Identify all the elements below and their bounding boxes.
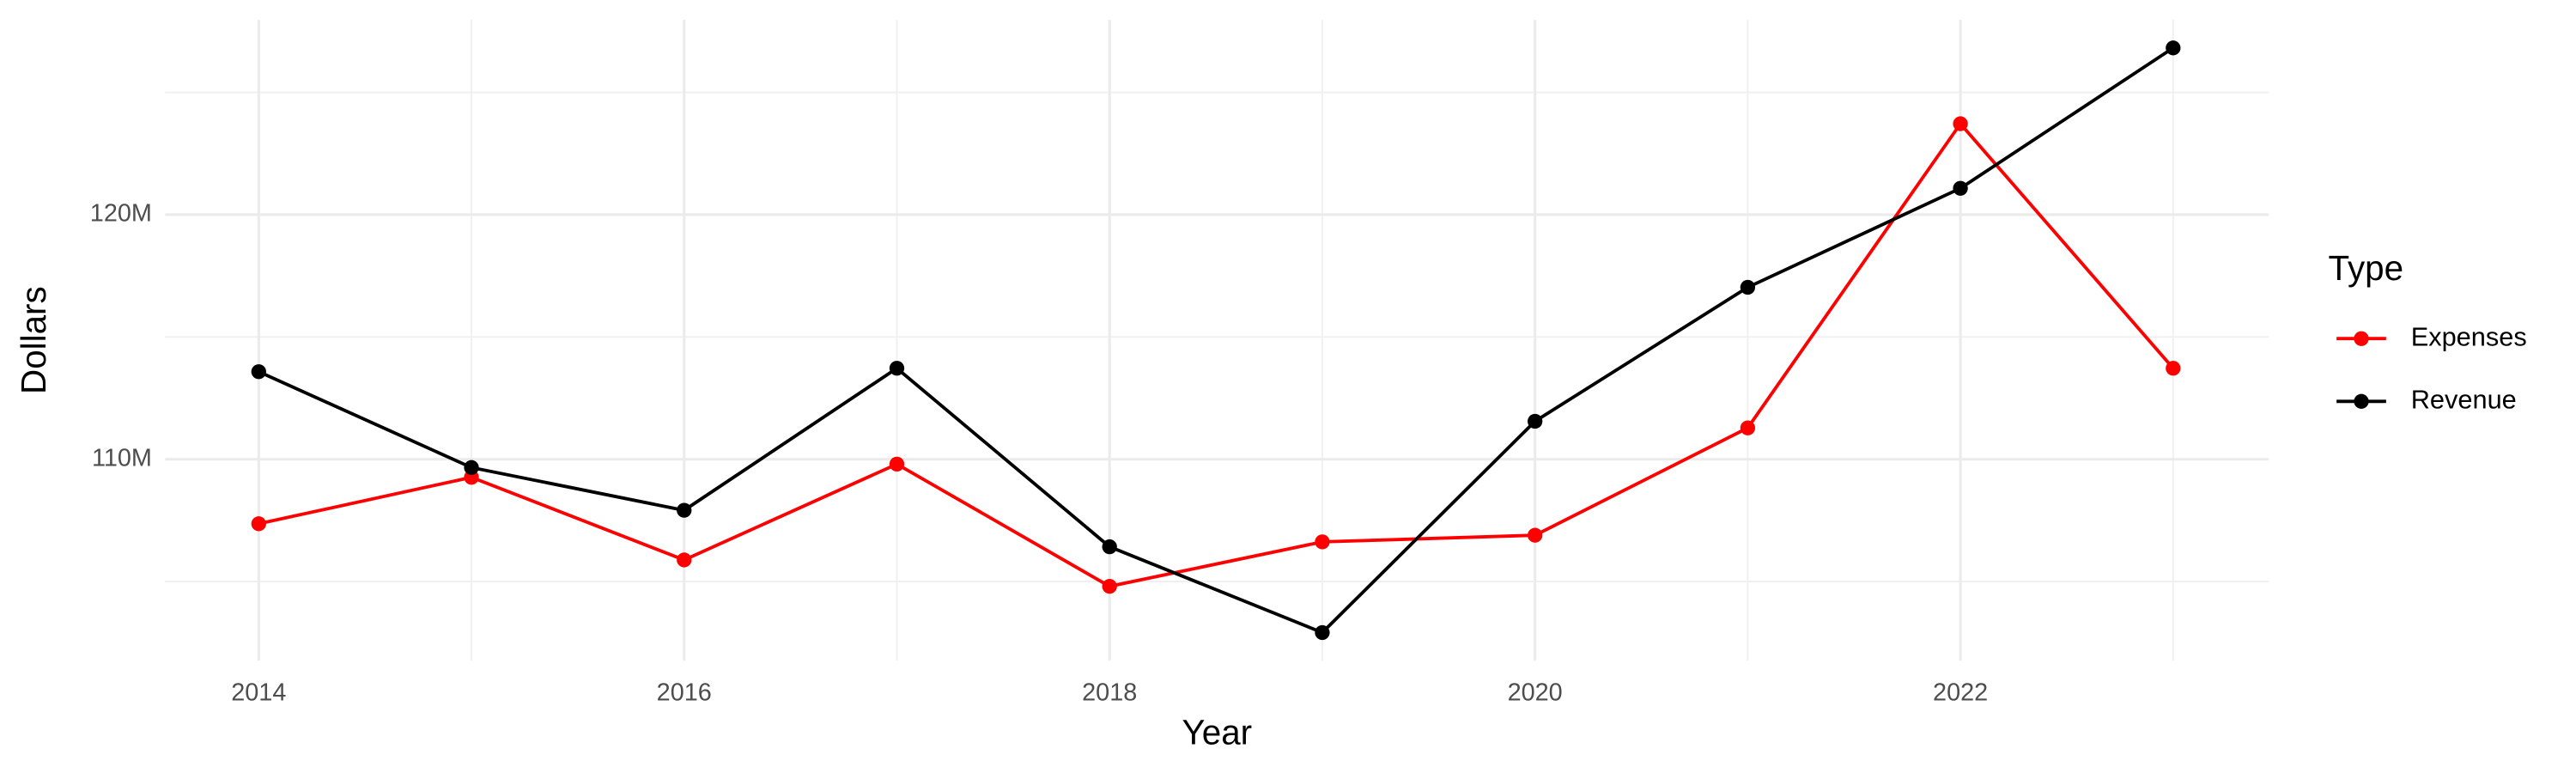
y-tick-label: 110M	[92, 444, 152, 472]
legend-marker	[2354, 393, 2369, 409]
data-point	[889, 456, 905, 472]
x-tick-label: 2022	[1933, 679, 1988, 706]
data-point	[677, 502, 692, 518]
x-axis-title: Year	[1182, 712, 1253, 752]
y-axis-title: Dollars	[14, 286, 53, 394]
data-point	[1315, 534, 1330, 550]
y-tick-label: 120M	[90, 200, 152, 228]
series-line	[258, 120, 2175, 588]
data-point	[677, 552, 692, 568]
data-point	[1953, 116, 1968, 131]
legend-title: Type	[2329, 248, 2404, 288]
data-point	[251, 516, 266, 532]
data-point	[1740, 420, 1756, 435]
grid	[165, 20, 2269, 661]
series-line	[258, 46, 2174, 635]
data-point	[1102, 539, 1117, 555]
legend-marker	[2354, 331, 2369, 346]
legend-label: Expenses	[2411, 321, 2527, 351]
data-point	[464, 460, 479, 475]
data-point	[2166, 40, 2181, 56]
data-point	[1315, 624, 1330, 641]
data-point	[251, 364, 266, 380]
data-point	[2166, 361, 2181, 376]
x-tick-label: 2020	[1508, 679, 1563, 706]
x-tick-label: 2018	[1082, 679, 1137, 706]
data-point	[1102, 579, 1117, 594]
data-point	[1528, 527, 1543, 543]
data-point	[889, 361, 905, 376]
legend-label: Revenue	[2411, 384, 2517, 414]
data-point	[1953, 180, 1968, 196]
x-tick-label: 2016	[657, 679, 712, 706]
x-tick-label: 2014	[231, 679, 286, 706]
data-point	[1528, 413, 1543, 429]
data-point	[1740, 279, 1756, 295]
